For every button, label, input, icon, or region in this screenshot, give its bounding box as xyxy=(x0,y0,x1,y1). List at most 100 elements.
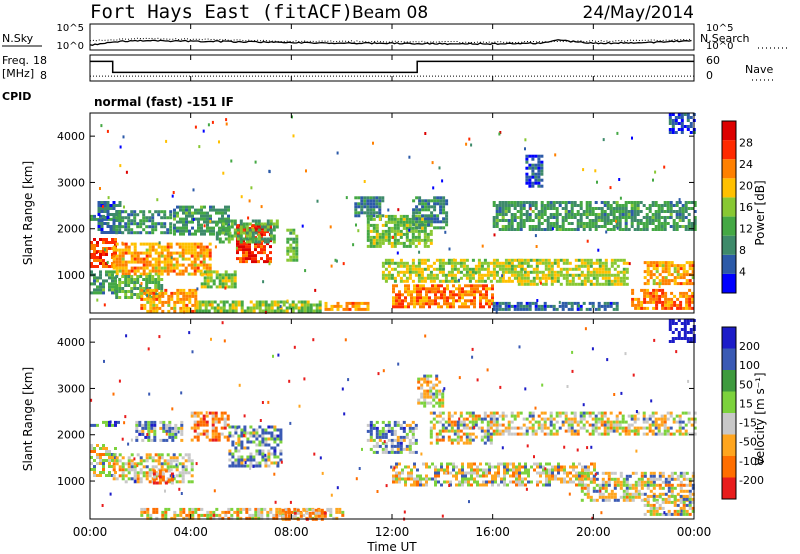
data-cell xyxy=(150,429,154,433)
scatter-region xyxy=(525,154,544,188)
data-cell xyxy=(289,255,293,259)
data-cell xyxy=(618,411,622,415)
data-cell xyxy=(148,269,152,273)
data-cell xyxy=(501,213,505,216)
noise-cell xyxy=(140,282,143,285)
data-cell xyxy=(295,246,299,250)
data-cell xyxy=(539,480,542,484)
data-cell xyxy=(601,267,605,271)
data-cell xyxy=(678,213,682,216)
data-cell xyxy=(144,435,148,439)
data-cell xyxy=(464,299,467,303)
data-cell xyxy=(532,282,536,286)
data-cell xyxy=(624,201,628,204)
data-cell xyxy=(693,201,697,204)
scatter-region xyxy=(668,113,696,134)
data-cell xyxy=(465,270,469,274)
data-cell xyxy=(188,513,192,517)
data-cell xyxy=(230,234,234,238)
data-cell xyxy=(513,258,517,262)
data-cell xyxy=(234,300,238,304)
data-cell xyxy=(557,462,560,466)
data-cell xyxy=(148,456,152,460)
data-cell xyxy=(594,216,598,219)
data-cell xyxy=(458,471,461,475)
data-cell xyxy=(667,279,671,283)
data-cell xyxy=(366,214,370,218)
data-cell xyxy=(693,216,697,219)
data-cell xyxy=(579,417,583,421)
data-cell xyxy=(90,214,93,218)
data-cell xyxy=(570,216,574,219)
data-cell xyxy=(269,245,272,249)
data-cell xyxy=(185,297,189,301)
data-cell xyxy=(190,254,194,258)
data-cell xyxy=(135,426,139,430)
data-cell xyxy=(162,438,166,442)
data-cell xyxy=(228,458,232,462)
data-cell xyxy=(473,290,476,294)
data-cell xyxy=(404,290,407,294)
data-cell xyxy=(504,204,508,207)
data-cell xyxy=(138,420,142,424)
data-cell xyxy=(153,423,157,427)
data-cell xyxy=(220,417,224,421)
data-cell xyxy=(99,288,102,292)
data-cell xyxy=(676,276,680,280)
data-cell xyxy=(196,423,200,427)
data-cell xyxy=(224,217,227,221)
data-cell xyxy=(206,285,210,289)
data-cell xyxy=(260,507,264,511)
data-cell xyxy=(124,468,128,472)
data-cell xyxy=(567,213,571,216)
data-cell xyxy=(501,411,505,415)
data-cell xyxy=(360,205,364,209)
data-cell xyxy=(223,420,227,424)
scatter-region xyxy=(90,420,120,427)
data-cell xyxy=(408,450,412,454)
data-cell xyxy=(455,477,458,481)
data-cell xyxy=(550,279,554,283)
data-cell xyxy=(288,303,292,307)
data-cell xyxy=(681,210,685,213)
data-cell xyxy=(185,214,188,218)
data-cell xyxy=(491,296,494,300)
data-cell xyxy=(121,260,125,264)
data-cell xyxy=(678,210,682,213)
data-cell xyxy=(136,269,140,273)
data-cell xyxy=(203,205,206,209)
data-cell xyxy=(206,214,209,218)
data-cell xyxy=(114,244,117,247)
data-cell xyxy=(461,296,464,300)
data-cell xyxy=(266,257,269,261)
data-cell xyxy=(166,480,170,484)
data-cell xyxy=(645,432,649,436)
data-cell xyxy=(293,507,297,511)
data-cell xyxy=(260,233,263,237)
data-cell xyxy=(675,222,679,225)
data-cell xyxy=(399,232,403,236)
data-cell xyxy=(97,207,101,210)
data-cell xyxy=(154,474,158,478)
data-cell xyxy=(556,261,560,265)
data-cell xyxy=(136,222,140,226)
data-cell xyxy=(121,219,125,223)
data-cell xyxy=(420,258,424,262)
data-cell xyxy=(624,207,628,210)
data-cell xyxy=(194,288,198,292)
data-cell xyxy=(118,225,122,229)
data-cell xyxy=(540,429,544,433)
noise-cell xyxy=(262,280,265,284)
data-cell xyxy=(658,288,662,292)
data-cell xyxy=(240,431,244,435)
data-cell xyxy=(387,429,391,433)
data-cell xyxy=(226,435,230,439)
data-cell xyxy=(208,251,212,255)
data-cell xyxy=(193,435,197,439)
data-cell xyxy=(552,216,556,219)
data-cell xyxy=(127,245,131,249)
data-cell xyxy=(528,219,532,222)
data-cell xyxy=(212,220,215,224)
data-cell xyxy=(396,223,400,227)
data-cell xyxy=(145,257,149,261)
